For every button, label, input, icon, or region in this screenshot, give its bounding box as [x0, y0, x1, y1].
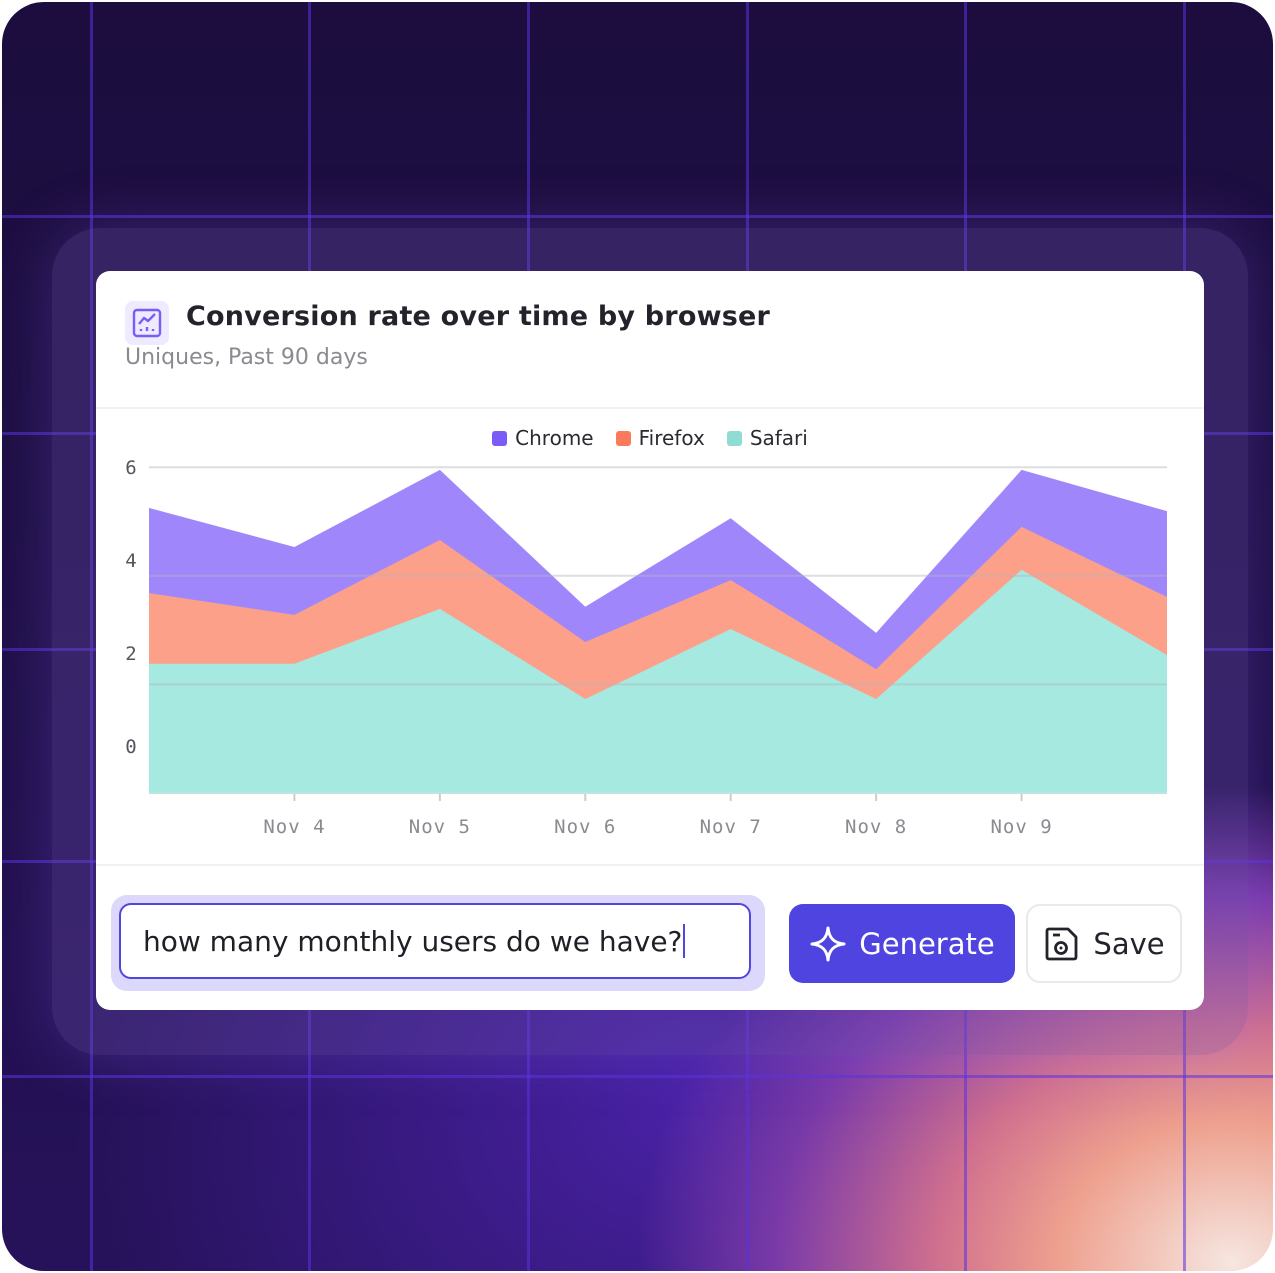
prompt-input-value: how many monthly users do we have? — [143, 924, 683, 958]
divider — [96, 407, 1204, 409]
chart-card: Conversion rate over time by browser Uni… — [96, 271, 1204, 1010]
text-caret — [683, 924, 686, 958]
y-tick-label: 0 — [125, 736, 136, 758]
legend-item-chrome[interactable]: Chrome — [492, 426, 594, 450]
x-tick-label: Nov 6 — [554, 816, 616, 838]
y-tick-label: 4 — [125, 550, 136, 572]
generate-label: Generate — [859, 926, 995, 961]
save-label: Save — [1093, 926, 1165, 961]
legend-label: Safari — [749, 426, 808, 450]
divider — [96, 864, 1204, 866]
chart-title: Conversion rate over time by browser — [186, 301, 771, 332]
prompt-input[interactable]: how many monthly users do we have? — [119, 903, 751, 979]
legend-item-safari[interactable]: Safari — [726, 426, 808, 450]
area-chart: 0 2 4 6 Nov 4 Nov 5 Nov 6 Nov 7 Nov 8 Nov 9 — [125, 457, 1167, 838]
sparkle-icon — [810, 926, 846, 961]
legend-item-firefox[interactable]: Firefox — [615, 426, 705, 450]
generate-button[interactable]: Generate — [789, 904, 1015, 983]
x-tick-label: Nov 8 — [845, 816, 907, 838]
prompt-input-wrapper: how many monthly users do we have? — [111, 895, 765, 991]
x-tick-label: Nov 5 — [409, 816, 471, 838]
area-safari — [149, 569, 1167, 793]
x-tick-label: Nov 9 — [990, 816, 1052, 838]
save-disk-icon — [1046, 927, 1078, 960]
y-tick-label: 2 — [125, 643, 136, 665]
y-tick-label: 6 — [125, 457, 136, 479]
legend-label: Chrome — [515, 426, 594, 450]
save-button[interactable]: Save — [1026, 904, 1182, 983]
chart-subtitle: Uniques, Past 90 days — [125, 345, 368, 370]
line-chart-icon — [125, 301, 169, 345]
chart-legend: Chrome Firefox Safari — [96, 426, 1204, 450]
x-tick-label: Nov 4 — [263, 816, 325, 838]
legend-label: Firefox — [638, 426, 705, 450]
x-tick-label: Nov 7 — [700, 816, 762, 838]
